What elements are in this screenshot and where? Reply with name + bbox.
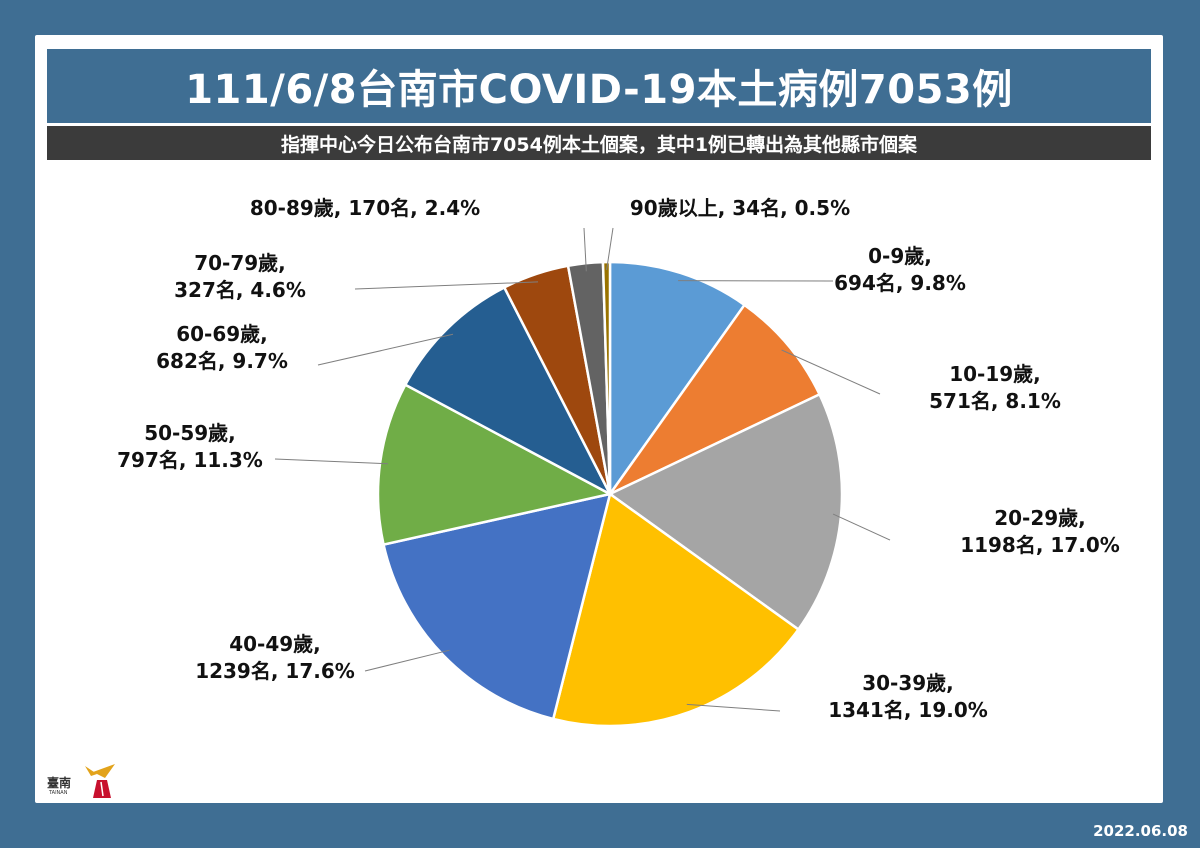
slice-label: 40-49歲, 1239名, 17.6% [195, 632, 355, 683]
content-panel: 111/6/8台南市COVID-19本土病例7053例 指揮中心今日公布台南市7… [35, 35, 1163, 803]
logo-mark-icon [85, 764, 115, 798]
subtitle-bar: 指揮中心今日公布台南市7054例本土個案，其中1例已轉出為其他縣市個案 [47, 126, 1151, 160]
pie-slice [608, 260, 747, 498]
pie-chart: 0-9歲, 694名, 9.8% 10-19歲, 571名, 8.1% 20-29歲, 1… [117, 196, 1120, 728]
tainan-logo: 臺南 TAINAN [45, 760, 125, 800]
slice-label: 20-29歲, 1198名, 17.0% [960, 506, 1120, 557]
leader-line [364, 649, 450, 672]
slice-label: 10-19歲, 571名, 8.1% [929, 362, 1061, 413]
leader-line [354, 281, 539, 290]
leader-line [274, 458, 389, 465]
date-stamp: 2022.06.08 [1093, 822, 1188, 840]
pie-slice [551, 491, 801, 728]
slice-label: 0-9歲, 694名, 9.8% [834, 244, 966, 295]
slice-label: 70-79歲, 327名, 4.6% [174, 251, 306, 302]
leader-line [832, 513, 891, 541]
pie-slice [607, 392, 844, 632]
pie-slice [601, 260, 612, 495]
slice-label: 50-59歲, 797名, 11.3% [117, 421, 263, 472]
pie-slice [382, 492, 612, 721]
leader-line [317, 333, 454, 366]
leader-line [606, 227, 614, 271]
leader-line [583, 227, 587, 272]
slice-label: 90歲以上, 34名, 0.5% [630, 196, 850, 220]
pie-slice [403, 285, 613, 497]
pie-slice [606, 303, 822, 498]
logo-text: 臺南 [47, 776, 72, 790]
slice-label: 80-89歲, 170名, 2.4% [250, 196, 480, 220]
leader-line [781, 349, 881, 395]
page-subtitle: 指揮中心今日公布台南市7054例本土個案，其中1例已轉出為其他縣市個案 [280, 133, 918, 156]
page-title: 111/6/8台南市COVID-19本土病例7053例 [185, 67, 1013, 113]
slice-label: 30-39歲, 1341名, 19.0% [828, 671, 988, 722]
slice-label: 60-69歲, 682名, 9.7% [156, 322, 288, 373]
pie-slice [376, 383, 614, 547]
title-bar: 111/6/8台南市COVID-19本土病例7053例 [47, 49, 1151, 123]
logo-subtext: TAINAN [49, 790, 68, 796]
leader-line [686, 703, 781, 712]
